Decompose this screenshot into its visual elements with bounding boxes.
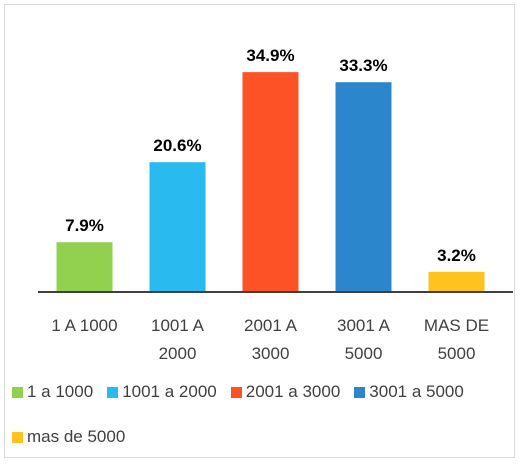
- x-tick-label: 3001 A 5000: [337, 316, 390, 363]
- data-label: 20.6%: [153, 136, 202, 156]
- x-tick-label: MAS DE 5000: [423, 316, 490, 363]
- legend-label: 3001 a 5000: [369, 382, 464, 401]
- data-label: 3.2%: [437, 245, 476, 265]
- legend-label: mas de 5000: [27, 427, 126, 446]
- x-tick-label: 2001 A 3000: [244, 316, 297, 363]
- x-tick-label: 1 A 1000: [51, 316, 118, 335]
- legend-item: mas de 5000: [12, 423, 125, 451]
- bar: [335, 82, 392, 293]
- legend-swatch: [12, 431, 23, 443]
- bar: [428, 271, 485, 292]
- legend-item: 1001 a 2000: [107, 378, 217, 406]
- legend-swatch: [354, 386, 366, 398]
- bar: [149, 162, 206, 292]
- x-tick-label: 1001 A 2000: [151, 316, 204, 363]
- legend-item: 1 a 1000: [12, 378, 93, 406]
- data-label: 33.3%: [339, 56, 388, 76]
- legend-label: 2001 a 3000: [245, 382, 341, 401]
- legend-swatch: [107, 386, 119, 398]
- legend-label: 1001 a 2000: [122, 382, 217, 401]
- data-label: 7.9%: [65, 216, 104, 236]
- legend-item: 2001 a 3000: [230, 378, 341, 406]
- bar: [56, 242, 113, 292]
- legend-swatch: [12, 386, 23, 398]
- chart-frame: [4, 4, 515, 458]
- data-label: 34.9%: [246, 46, 295, 66]
- legend-item: 3001 a 5000: [354, 378, 464, 406]
- legend: 1 a 1000 1001 a 2000 2001 a 3000 3001 a 500…: [12, 378, 512, 451]
- bar: [242, 72, 299, 292]
- legend-label: 1 a 1000: [27, 382, 94, 401]
- legend-swatch: [230, 386, 242, 398]
